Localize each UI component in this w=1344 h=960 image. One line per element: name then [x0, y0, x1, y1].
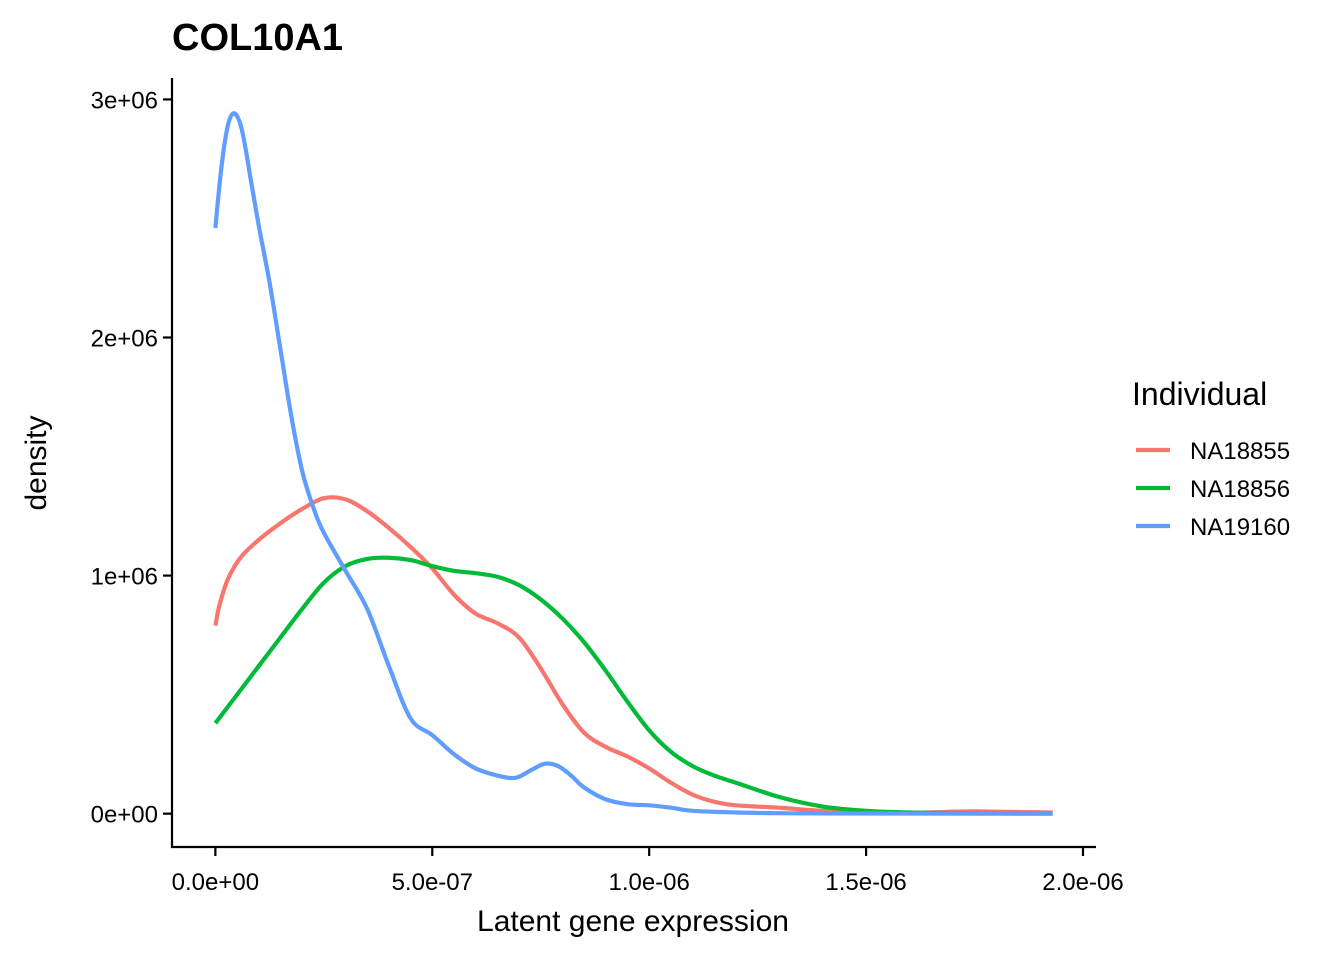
- y-axis-ticks: 0e+00 1e+06 2e+06 3e+06: [91, 87, 172, 829]
- legend: Individual NA18855 NA18856 NA19160: [1132, 376, 1290, 541]
- legend-label-na19160: NA19160: [1190, 514, 1290, 541]
- chart-title: COL10A1: [172, 17, 343, 59]
- x-axis-title: Latent gene expression: [477, 905, 789, 938]
- x-tick-label: 2.0e-06: [1042, 869, 1123, 896]
- y-tick-label: 1e+06: [91, 564, 158, 591]
- x-tick-label: 1.0e-06: [608, 869, 689, 896]
- x-tick-label: 5.0e-07: [392, 869, 473, 896]
- series-line-na19160: [213, 111, 1053, 816]
- series-line-na18856: [213, 555, 1053, 816]
- y-tick-label: 3e+06: [91, 87, 158, 114]
- y-tick-label: 0e+00: [91, 802, 158, 829]
- series-layer: [213, 111, 1053, 816]
- legend-items: NA18855 NA18856 NA19160: [1136, 438, 1290, 541]
- legend-label-na18856: NA18856: [1190, 476, 1290, 503]
- x-axis-ticks: 0.0e+00 5.0e-07 1.0e-06 1.5e-06 2.0e-06: [172, 847, 1124, 896]
- legend-title: Individual: [1132, 376, 1267, 412]
- y-axis-title: density: [20, 415, 53, 510]
- legend-label-na18855: NA18855: [1190, 438, 1290, 465]
- series-line-na18855: [213, 495, 1053, 815]
- y-tick-label: 2e+06: [91, 326, 158, 353]
- x-tick-label: 1.5e-06: [825, 869, 906, 896]
- plot-area: 0.0e+00 5.0e-07 1.0e-06 1.5e-06 2.0e-06 0e+0…: [91, 78, 1124, 896]
- x-tick-label: 0.0e+00: [172, 869, 259, 896]
